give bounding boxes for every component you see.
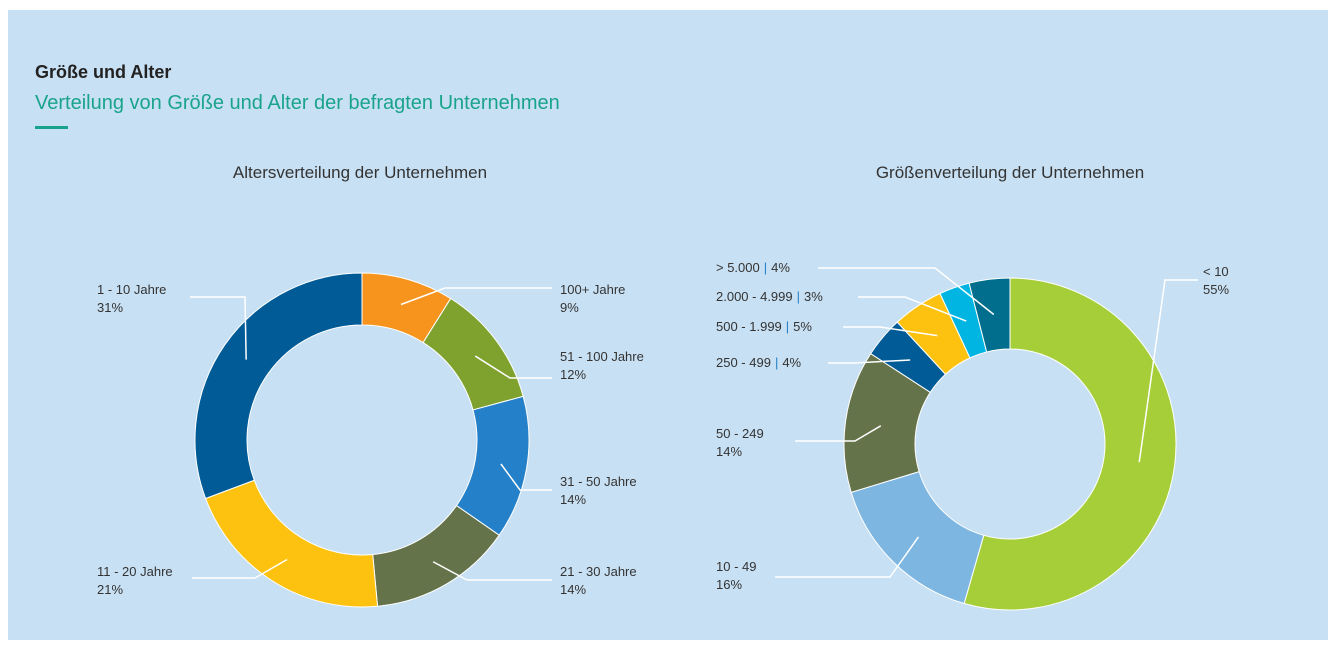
leader-line xyxy=(775,536,920,578)
leader-line xyxy=(843,326,938,337)
value-label: 14% xyxy=(560,492,586,507)
leader-line xyxy=(190,296,247,360)
category-label: > 5.000 xyxy=(716,260,760,275)
category-label: 1 - 10 Jahre xyxy=(97,282,166,297)
data-label: 50 - 249 14% xyxy=(716,426,764,459)
value-label: 14% xyxy=(716,444,742,459)
data-label: < 10 55% xyxy=(1203,264,1229,297)
chart-title: Altersverteilung der Unternehmen xyxy=(233,163,487,182)
leader-line xyxy=(500,463,552,491)
chart-title: Größenverteilung der Unternehmen xyxy=(876,163,1144,182)
value-label: 5% xyxy=(793,319,812,334)
category-label: 2.000 - 4.999 xyxy=(716,289,793,304)
segment xyxy=(968,277,1011,353)
data-label: 31 - 50 Jahre 14% xyxy=(560,474,637,507)
category-label: < 10 xyxy=(1203,264,1229,279)
category-label: 500 - 1.999 xyxy=(716,319,782,334)
value-label: 55% xyxy=(1203,282,1229,297)
value-label: 21% xyxy=(97,582,123,597)
category-label: 50 - 249 xyxy=(716,426,764,441)
category-label: 250 - 499 xyxy=(716,355,771,370)
data-label: 51 - 100 Jahre 12% xyxy=(560,349,644,382)
value-label: 12% xyxy=(560,367,586,382)
value-label: 9% xyxy=(560,300,579,315)
accent-bar xyxy=(35,126,68,129)
data-label: 11 - 20 Jahre 21% xyxy=(97,564,173,597)
data-label: 2.000 - 4.999 | 3% xyxy=(716,289,823,304)
leader-line xyxy=(795,425,882,442)
segment xyxy=(963,277,1177,611)
value-label: 4% xyxy=(771,260,790,275)
separator: | xyxy=(786,319,789,334)
category-label: 10 - 49 xyxy=(716,559,756,574)
leader-line xyxy=(1138,279,1198,463)
data-label: 500 - 1.999 | 5% xyxy=(716,319,812,334)
category-label: 100+ Jahre xyxy=(560,282,625,297)
data-label: 10 - 49 16% xyxy=(716,559,756,592)
value-label: 3% xyxy=(804,289,823,304)
segment xyxy=(194,272,363,500)
value-label: 4% xyxy=(782,355,801,370)
value-label: 31% xyxy=(97,300,123,315)
data-label: 21 - 30 Jahre 14% xyxy=(560,564,637,597)
leader-line xyxy=(828,359,911,364)
leader-line xyxy=(474,355,552,379)
leader-line xyxy=(400,287,552,306)
separator: | xyxy=(797,289,800,304)
leader-line xyxy=(192,558,288,579)
leader-line xyxy=(858,296,967,322)
category-label: 11 - 20 Jahre xyxy=(97,564,173,579)
data-label: 1 - 10 Jahre 31% xyxy=(97,282,166,315)
separator: | xyxy=(775,355,778,370)
data-label: 250 - 499 | 4% xyxy=(716,355,802,370)
separator: | xyxy=(764,260,767,275)
value-label: 16% xyxy=(716,577,742,592)
category-label: 51 - 100 Jahre xyxy=(560,349,644,364)
leader-line xyxy=(818,267,995,316)
category-label: 31 - 50 Jahre xyxy=(560,474,637,489)
title: Größe und Alter xyxy=(35,62,171,82)
category-label: 21 - 30 Jahre xyxy=(560,564,637,579)
data-label: 100+ Jahre 9% xyxy=(560,282,625,315)
subtitle: Verteilung von Größe und Alter der befra… xyxy=(35,92,560,114)
value-label: 14% xyxy=(560,582,586,597)
leader-line xyxy=(432,561,552,581)
data-label: > 5.000 | 4% xyxy=(716,260,790,275)
